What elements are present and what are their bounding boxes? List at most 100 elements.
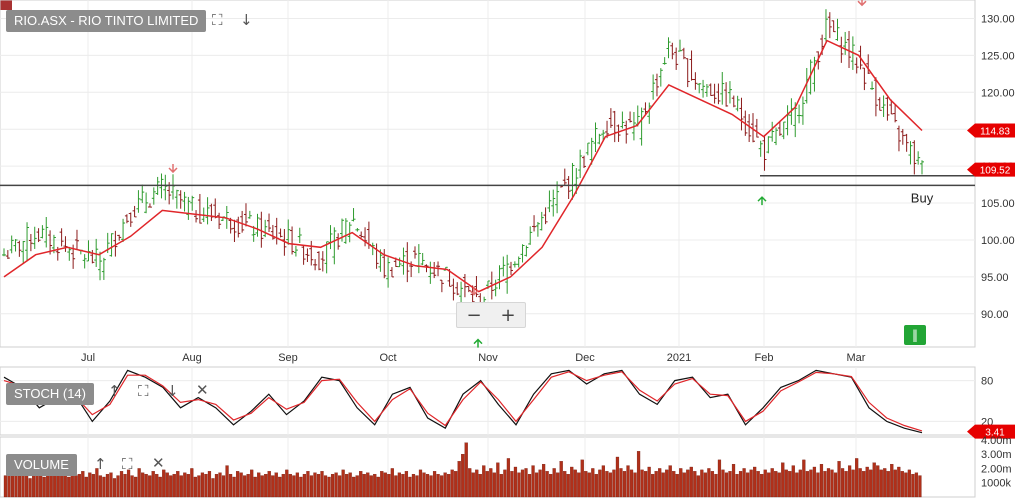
volume-bar <box>563 471 567 498</box>
volume-bar <box>373 473 377 498</box>
volume-bar <box>862 471 866 498</box>
volume-tick-label: 4.00m <box>981 435 1012 447</box>
volume-bar <box>260 475 264 498</box>
zoom-in-button[interactable]: + <box>500 304 516 326</box>
download-icon[interactable]: ↓ <box>240 11 253 29</box>
volume-tick-label: 2.00m <box>981 463 1012 475</box>
volume-bar <box>717 459 722 498</box>
volume-bar <box>552 468 556 498</box>
volume-bar <box>728 471 732 498</box>
volume-bar <box>619 468 623 498</box>
month-tick-label: Nov <box>478 352 498 364</box>
volume-bar <box>345 473 349 498</box>
volume-bar <box>724 472 729 498</box>
volume-title-badge: VOLUME <box>6 454 77 476</box>
price-tick-label: 120.00 <box>981 87 1015 99</box>
volume-bar <box>257 472 261 498</box>
volume-bar <box>454 471 458 498</box>
ma-value-badge-bg <box>967 123 1015 138</box>
move-down-icon[interactable]: ↓ <box>166 382 179 400</box>
volume-bar <box>119 471 124 498</box>
volume-layer <box>3 442 922 498</box>
volume-bar <box>534 472 539 498</box>
volume-bar <box>155 473 159 498</box>
expand-icon[interactable]: ⛶ <box>138 382 149 400</box>
volume-bar <box>703 472 707 498</box>
volume-bar <box>654 471 658 498</box>
volume-bar <box>633 472 637 498</box>
volume-bar <box>172 473 176 498</box>
volume-bar <box>288 473 292 498</box>
volume-bar <box>285 469 289 498</box>
volume-bar <box>10 472 15 498</box>
volume-bar <box>918 475 922 498</box>
volume-bar <box>745 472 750 498</box>
volume-bar <box>897 466 901 498</box>
volume-bar <box>847 465 852 498</box>
close-icon[interactable]: ✕ <box>152 454 165 472</box>
volume-bar <box>306 471 310 498</box>
stoch-d-line <box>3 371 923 432</box>
expand-icon[interactable]: ⛶ <box>122 455 133 473</box>
stoch-tick-label: 80 <box>981 376 993 388</box>
volume-bar <box>890 463 894 498</box>
month-tick-label: Jul <box>81 352 95 364</box>
volume-bar <box>612 469 616 498</box>
buy-signal-arrow <box>473 338 483 348</box>
volume-bar <box>527 473 532 498</box>
volume-bar <box>556 472 560 498</box>
volume-bar <box>253 476 257 498</box>
volume-bar <box>893 469 897 498</box>
volume-bar <box>352 476 356 498</box>
volume-bar <box>394 475 398 498</box>
volume-bar <box>380 471 384 498</box>
expand-icon[interactable]: ⛶ <box>212 11 223 29</box>
volume-bar <box>541 463 546 498</box>
volume-bar <box>383 472 387 498</box>
volume-bar <box>605 471 609 498</box>
volume-bar <box>418 469 423 498</box>
price-tick-label: 90.00 <box>981 309 1009 321</box>
volume-bar <box>464 442 468 498</box>
volume-bar <box>461 453 465 498</box>
volume-bar <box>615 456 620 498</box>
volume-bar <box>475 469 479 498</box>
volume-bar <box>225 465 229 498</box>
month-tick-label: Mar <box>847 352 866 364</box>
volume-bar <box>580 459 584 498</box>
volume-bar <box>566 473 570 498</box>
volume-bar <box>802 459 806 498</box>
volume-bar <box>812 466 817 498</box>
volume-bar <box>837 461 841 498</box>
signal-marker[interactable]: ‖ <box>904 325 926 345</box>
volume-bar <box>520 469 525 498</box>
month-tick-label: 2021 <box>667 352 691 364</box>
volume-bar <box>28 478 32 498</box>
volume-bar <box>696 475 700 498</box>
volume-bar <box>148 475 152 498</box>
zoom-out-button[interactable]: − <box>466 304 482 326</box>
volume-bar <box>327 476 331 498</box>
volume-bar <box>250 469 254 498</box>
volume-bar <box>169 475 173 498</box>
volume-bar <box>450 469 454 498</box>
close-icon[interactable]: ✕ <box>196 381 209 399</box>
volume-bar <box>777 472 781 498</box>
buy-signal-arrow <box>757 196 767 206</box>
volume-bar <box>570 466 574 498</box>
volume-bar <box>851 469 855 498</box>
volume-bar <box>7 473 11 498</box>
volume-bar <box>239 472 243 498</box>
move-up-icon[interactable]: ↑ <box>108 382 121 400</box>
move-up-icon[interactable]: ↑ <box>94 455 107 473</box>
volume-bar <box>503 469 507 498</box>
volume-bar <box>760 473 764 498</box>
volume-bar <box>141 472 145 498</box>
volume-bar <box>668 465 672 498</box>
volume-bar <box>176 471 180 498</box>
volume-bar <box>538 469 542 498</box>
volume-bar <box>316 473 321 498</box>
volume-bar <box>584 471 588 498</box>
main-title-badge: RIO.ASX - RIO TINTO LIMITED <box>6 10 207 32</box>
volume-bar <box>791 465 795 498</box>
